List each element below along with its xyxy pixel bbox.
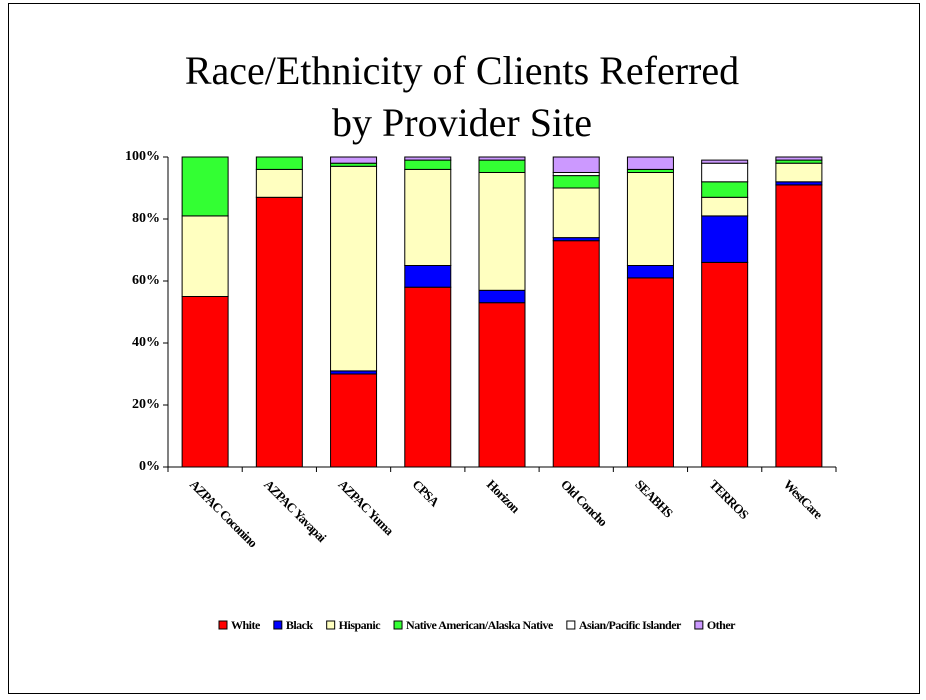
- bar-segment: [775, 184, 823, 468]
- bar-segment: [181, 156, 229, 217]
- bar-segment: [552, 240, 600, 468]
- legend-swatch: [218, 620, 228, 630]
- bar-segment: [701, 261, 749, 468]
- y-tick-label: 60%: [132, 273, 160, 288]
- bar-segment: [626, 172, 674, 266]
- bar-segment: [255, 156, 303, 170]
- bar-segment: [626, 277, 674, 468]
- legend-swatch: [393, 620, 403, 630]
- bar-segment: [255, 168, 303, 198]
- legend-label: Other: [707, 618, 736, 632]
- bar-segment: [701, 162, 749, 183]
- y-tick-label: 80%: [132, 211, 160, 226]
- frame: [8, 3, 920, 694]
- bar-segment: [330, 373, 378, 468]
- bar-segment: [552, 175, 600, 189]
- bar-segment: [255, 196, 303, 468]
- legend-label: White: [231, 618, 261, 632]
- bar-segment: [181, 215, 229, 297]
- bar-segment: [404, 286, 452, 468]
- bar-segment: [552, 156, 600, 173]
- bar-segment: [552, 187, 600, 239]
- bar-segment: [404, 265, 452, 288]
- chart-title: by Provider Site: [332, 100, 592, 145]
- legend-swatch: [566, 620, 576, 630]
- bar-segment: [330, 156, 378, 164]
- bar-segment: [478, 289, 526, 304]
- legend-label: Black: [286, 618, 314, 632]
- y-tick-label: 0%: [139, 459, 160, 474]
- bar-segment: [478, 172, 526, 291]
- y-tick-label: 20%: [132, 397, 160, 412]
- bar-segment: [701, 159, 749, 164]
- legend-swatch: [273, 620, 283, 630]
- bar-segment: [478, 159, 526, 174]
- bar-segment: [478, 156, 526, 161]
- bar-segment: [775, 156, 823, 161]
- bar-segment: [404, 159, 452, 170]
- bar-segment: [181, 296, 229, 468]
- bar-segment: [478, 302, 526, 468]
- bar-segment: [775, 162, 823, 183]
- legend-swatch: [326, 620, 336, 630]
- bar-segment: [701, 215, 749, 263]
- bar-segment: [701, 181, 749, 198]
- bar-segment: [626, 265, 674, 279]
- legend-label: Native American/Alaska Native: [406, 618, 554, 632]
- y-tick-label: 40%: [132, 335, 160, 350]
- legend-swatch: [694, 620, 704, 630]
- bar-segment: [404, 156, 452, 161]
- legend-label: Asian/Pacific Islander: [579, 618, 682, 632]
- bar-segment: [701, 196, 749, 217]
- bar-segment: [404, 168, 452, 266]
- bar-segment: [330, 165, 378, 372]
- chart-title: Race/Ethnicity of Clients Referred: [185, 48, 739, 93]
- y-tick-label: 100%: [125, 149, 160, 164]
- legend-label: Hispanic: [339, 618, 382, 632]
- bar-segment: [626, 156, 674, 170]
